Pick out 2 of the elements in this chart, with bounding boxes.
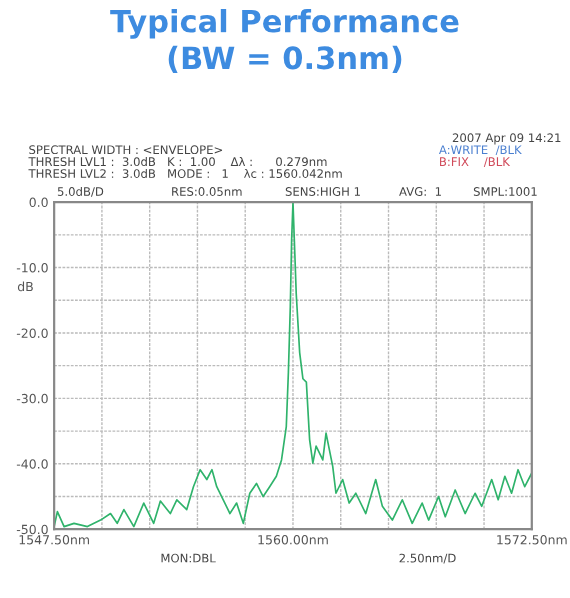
line-series [54, 202, 532, 528]
chart-title: Typical Performance (BW = 0.3nm) [110, 8, 459, 73]
